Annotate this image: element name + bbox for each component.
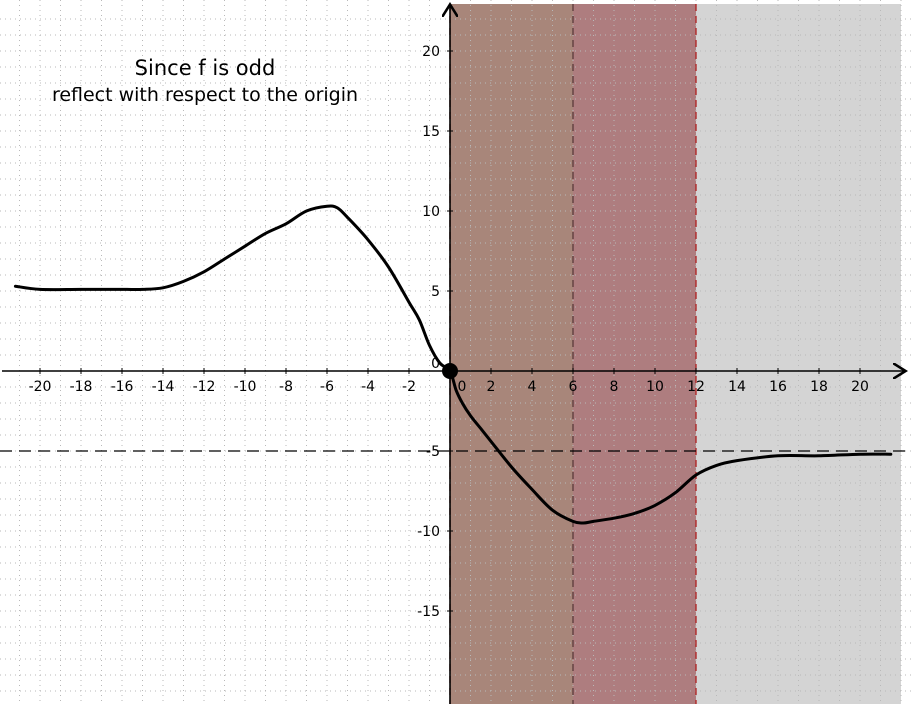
x-tick-label: -6 xyxy=(320,379,334,395)
x-tick-label: -8 xyxy=(279,379,293,395)
y-tick-label: 0 xyxy=(431,356,440,372)
x-tick-label: -14 xyxy=(152,379,175,395)
x-tick-label: 16 xyxy=(769,379,787,395)
x-tick-label: 10 xyxy=(646,379,664,395)
y-ticks: 20 15 10 5 0 -5 -10 -15 xyxy=(417,44,453,620)
y-tick-label: -15 xyxy=(417,604,440,620)
x-tick-label: 18 xyxy=(810,379,828,395)
y-tick-label: 20 xyxy=(422,44,440,60)
x-tick-label: -10 xyxy=(234,379,257,395)
origin-point xyxy=(442,363,458,379)
shaded-region-1 xyxy=(573,4,696,704)
annotation-odd: Since f is odd xyxy=(134,56,276,80)
shaded-region-0 xyxy=(450,4,573,704)
x-tick-label: 4 xyxy=(528,379,537,395)
x-tick-label: 8 xyxy=(610,379,619,395)
x-tick-label: 6 xyxy=(569,379,578,395)
x-tick-label: 20 xyxy=(851,379,869,395)
x-tick-label: -16 xyxy=(111,379,134,395)
x-tick-label: -20 xyxy=(29,379,52,395)
x-tick-label: -2 xyxy=(402,379,416,395)
y-tick-label: 5 xyxy=(431,284,440,300)
x-tick-label: -4 xyxy=(361,379,375,395)
annotation-reflect: reflect with respect to the origin xyxy=(51,84,359,106)
x-tick-label: 12 xyxy=(687,379,705,395)
shaded-region-2 xyxy=(696,4,901,704)
y-tick-label: 15 xyxy=(422,124,440,140)
x-ticks: -20 -18 -16 -14 -12 -10 -8 -6 -4 -2 0 2 4 6 8 10 12 14 16 1… xyxy=(29,368,869,395)
y-tick-label: -10 xyxy=(417,524,440,540)
y-tick-label: -5 xyxy=(426,444,440,460)
y-tick-label: 10 xyxy=(422,204,440,220)
x-tick-label: 14 xyxy=(728,379,746,395)
x-tick-label: 0 xyxy=(458,379,467,395)
shaded-regions xyxy=(450,4,901,704)
origin xyxy=(442,363,458,379)
x-tick-label: -18 xyxy=(70,379,93,395)
x-tick-label: -12 xyxy=(193,379,216,395)
x-tick-label: 2 xyxy=(487,379,496,395)
